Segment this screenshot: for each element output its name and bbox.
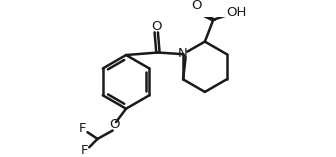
Text: O: O — [151, 20, 162, 33]
Text: OH: OH — [226, 6, 247, 19]
Text: O: O — [109, 118, 120, 131]
Text: N: N — [178, 47, 188, 60]
Text: F: F — [80, 144, 88, 157]
Text: F: F — [79, 122, 86, 135]
Text: O: O — [191, 0, 202, 12]
